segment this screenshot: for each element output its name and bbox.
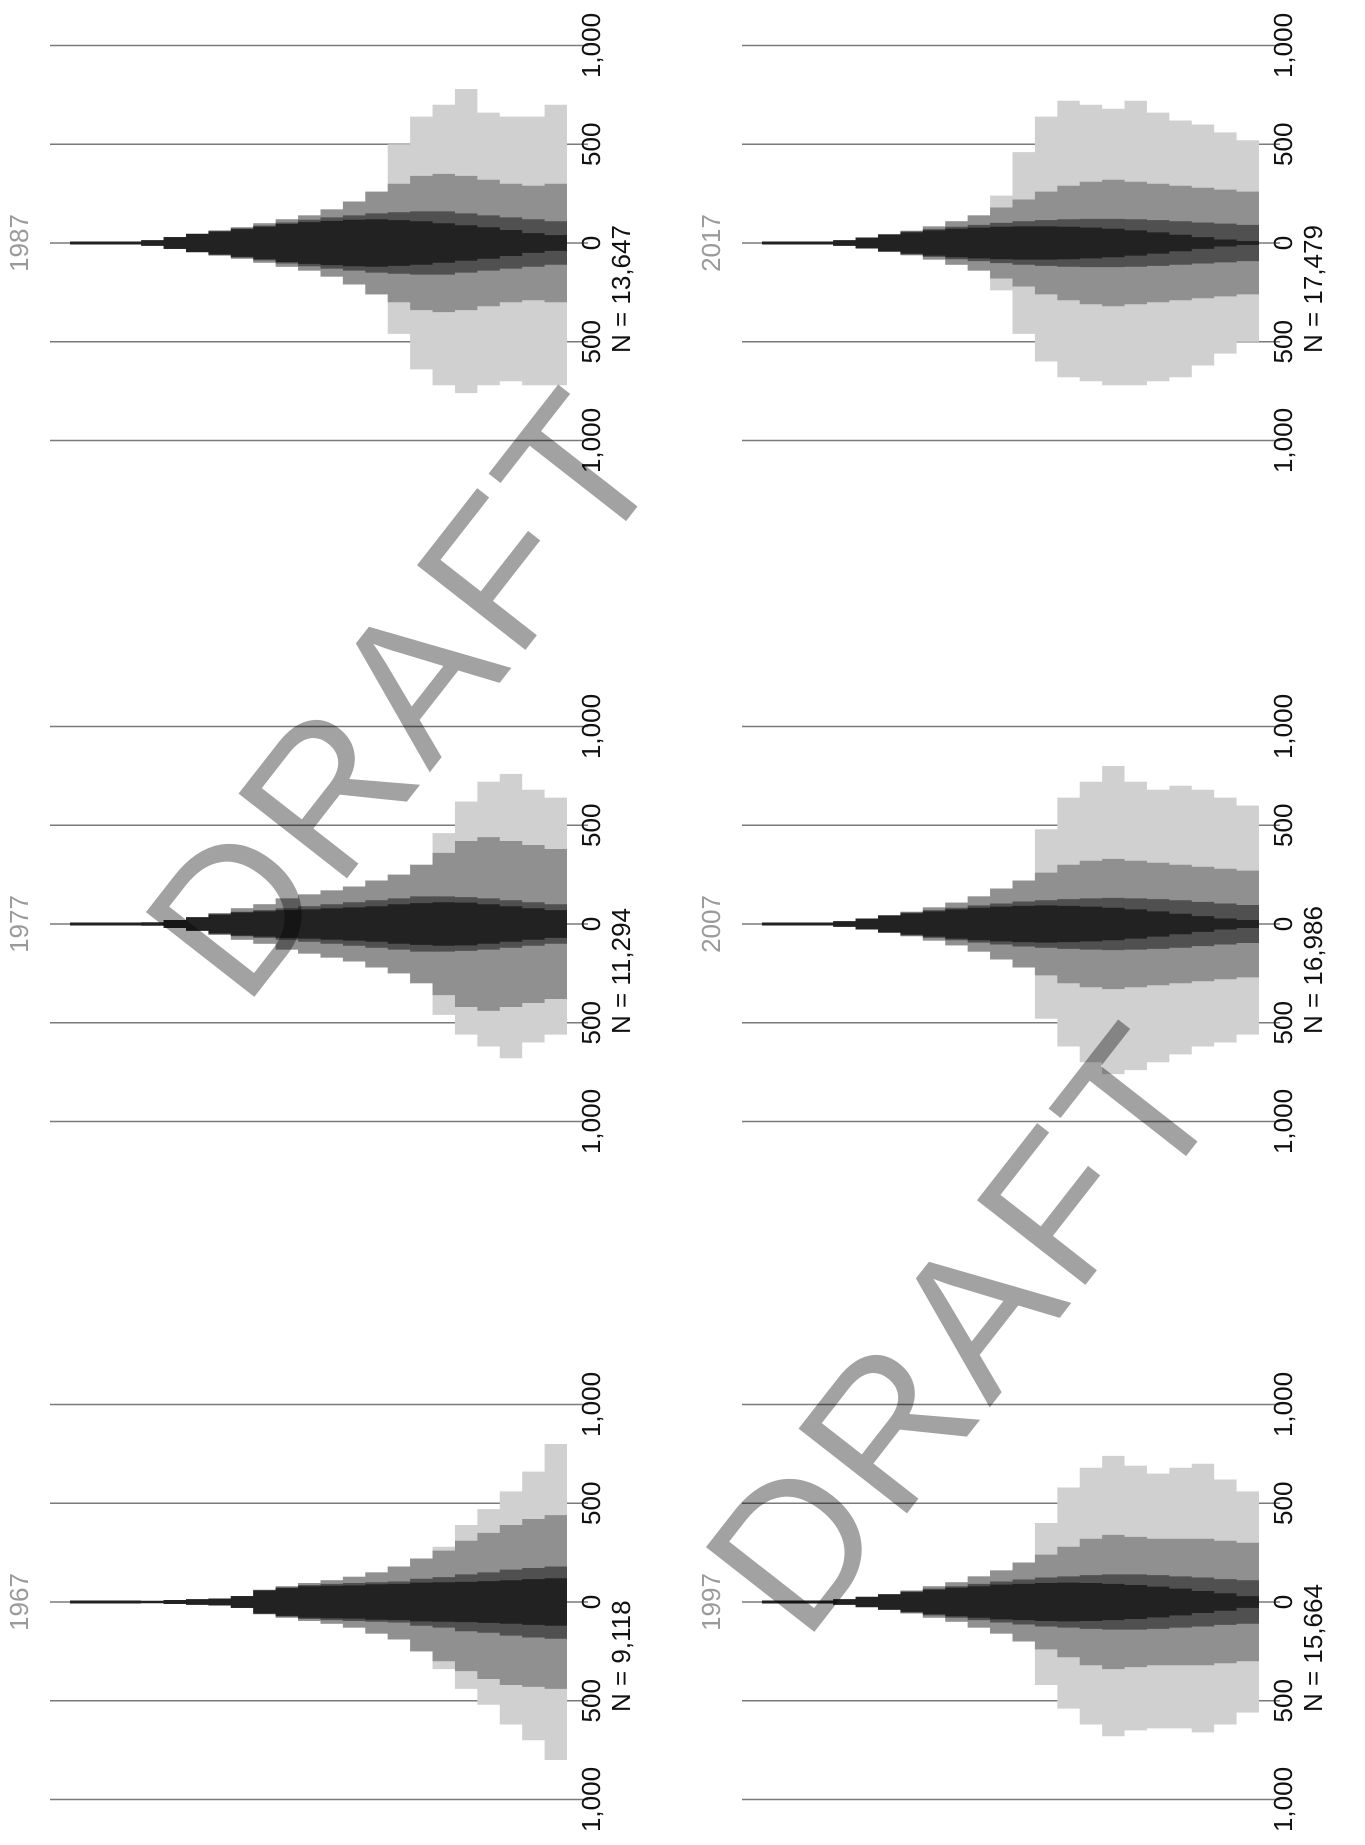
tick-label: 500 [576,123,606,166]
chart-panel-2007: 1,000 500 0 500 1,000 N = 16,986 2007 [696,694,1328,1154]
n-label: N = 17,479 [1298,225,1328,353]
chart-panel-1997: 1,000 500 0 500 1,000 N = 15,664 1997 [696,1372,1328,1832]
year-label: 2007 [696,895,726,953]
tick-label: 500 [1268,804,1298,847]
band-area [766,226,1259,260]
tick-label: 1,000 [1268,1372,1298,1437]
tick-label: 500 [1268,1001,1298,1044]
n-label: N = 9,118 [606,1600,636,1712]
tick-label: 1,000 [576,694,606,759]
tick-label: 500 [576,1482,606,1525]
band-area [766,1582,1259,1622]
tick-label: 500 [1268,1482,1298,1525]
band-area [74,1578,567,1626]
panels-group: 1,000 500 0 500 1,000 N = 9,118 1967 1,000 500 0 5… [4,13,1328,1832]
n-label: N = 15,664 [1298,1584,1328,1712]
tick-label: 1,000 [1268,1767,1298,1832]
chart-panel-1987: 1,000 500 0 500 1,000 N = 13,647 1987 [4,13,636,473]
tick-label: 0 [576,1595,606,1609]
tick-label: 500 [576,1679,606,1722]
tick-label: 0 [1268,236,1298,250]
chart-panel-1977: 1,000 500 0 500 1,000 N = 11,294 1977 [4,694,636,1154]
band-area [74,902,567,946]
year-label: 1987 [4,214,34,272]
tick-label: 1,000 [576,1089,606,1154]
n-label: N = 16,986 [1298,906,1328,1034]
band-area [766,905,1259,943]
band-area [74,219,567,267]
tick-label: 1,000 [1268,408,1298,473]
chart-panel-1967: 1,000 500 0 500 1,000 N = 9,118 1967 [4,1372,636,1832]
year-label: 1997 [696,1573,726,1631]
tick-label: 1,000 [1268,1089,1298,1154]
year-label: 1977 [4,895,34,953]
tick-label: 1,000 [1268,694,1298,759]
tick-label: 0 [576,917,606,931]
tick-label: 500 [576,804,606,847]
tick-label: 0 [576,236,606,250]
tick-label: 500 [1268,320,1298,363]
tick-label: 500 [576,320,606,363]
chart-panel-2017: 1,000 500 0 500 1,000 N = 17,479 2017 [696,13,1328,473]
tick-label: 1,000 [576,1767,606,1832]
tick-label: 500 [1268,1679,1298,1722]
tick-label: 1,000 [1268,13,1298,78]
tick-label: 1,000 [576,408,606,473]
n-label: N = 13,647 [606,225,636,353]
tick-label: 500 [1268,123,1298,166]
tick-label: 0 [1268,917,1298,931]
tick-label: 1,000 [576,1372,606,1437]
year-label: 2017 [696,214,726,272]
tick-label: 500 [576,1001,606,1044]
year-label: 1967 [4,1573,34,1631]
tick-label: 0 [1268,1595,1298,1609]
tick-label: 1,000 [576,13,606,78]
n-label: N = 11,294 [606,908,636,1034]
